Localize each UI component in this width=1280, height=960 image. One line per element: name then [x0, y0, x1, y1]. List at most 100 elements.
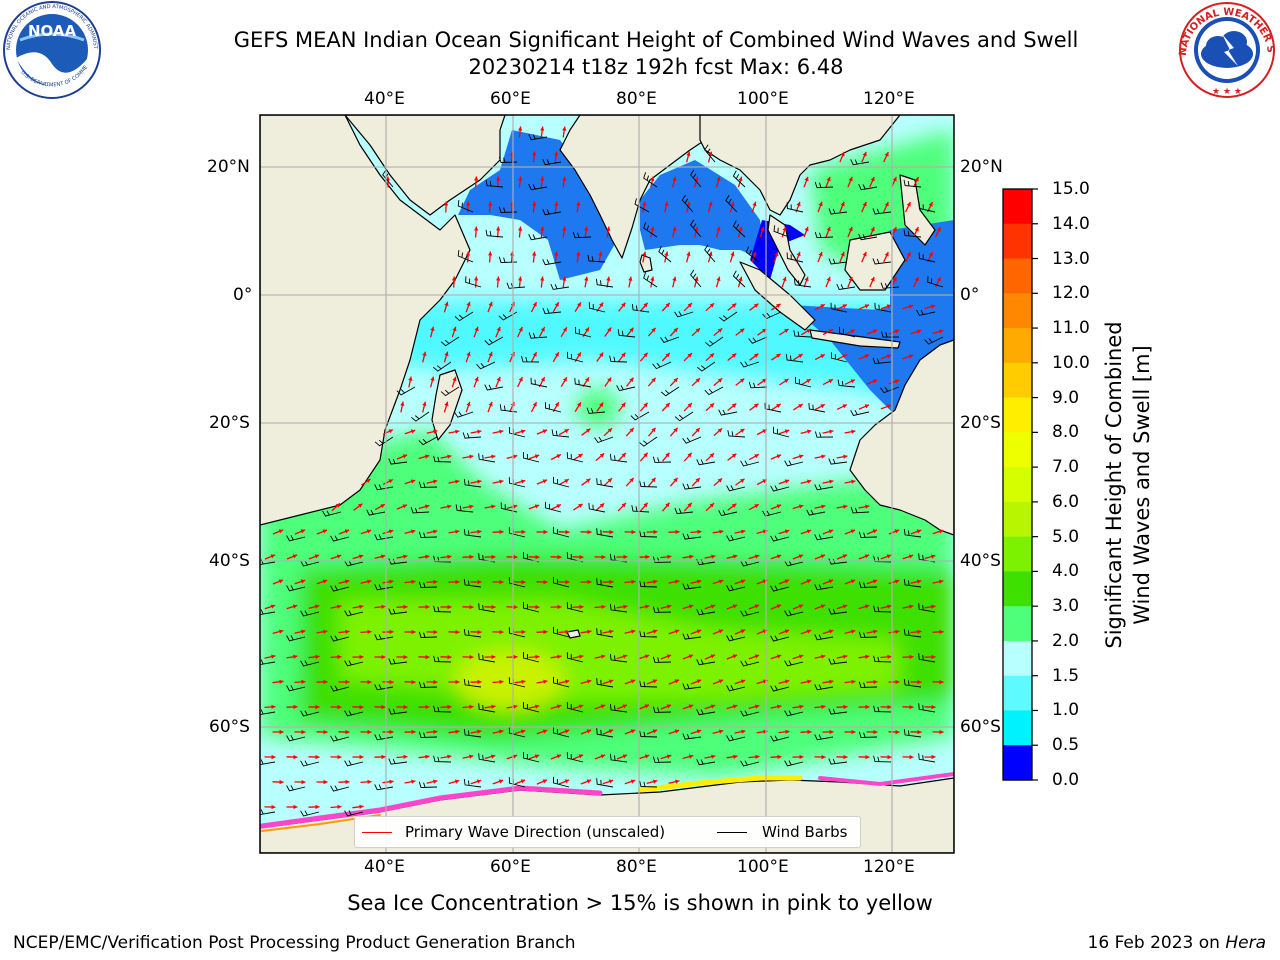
wind-barb	[433, 605, 452, 613]
wave-direction-arrow	[727, 503, 737, 511]
wave-direction-arrow	[264, 554, 276, 560]
wave-direction-arrow	[404, 779, 416, 784]
wave-direction-arrow	[735, 428, 745, 436]
wave-direction-arrow	[624, 579, 636, 584]
wind-barb	[690, 169, 702, 188]
wave-direction-arrow	[418, 454, 430, 460]
wind-barb	[639, 630, 658, 638]
wave-direction-arrow	[294, 679, 306, 684]
wind-barb	[682, 733, 702, 740]
wave-direction-arrow	[669, 327, 679, 337]
wave-direction-arrow	[552, 301, 560, 313]
wave-direction-arrow	[683, 352, 693, 362]
wind-barb	[478, 703, 496, 713]
wave-direction-arrow	[396, 504, 408, 510]
wave-direction-arrow	[880, 404, 892, 410]
wave-direction-arrow	[404, 679, 416, 685]
wind-barb	[567, 351, 584, 363]
lon-tick-bottom-80e: 80°E	[616, 857, 657, 877]
wave-direction-arrow	[691, 327, 701, 337]
wind-barb	[696, 609, 716, 616]
wave-direction-arrow	[624, 679, 636, 685]
footer-host: Hera	[1225, 933, 1266, 953]
wave-direction-arrow	[550, 704, 562, 710]
wind-barb	[609, 653, 628, 663]
wave-direction-arrow	[396, 654, 408, 660]
wave-direction-arrow	[682, 754, 694, 760]
wave-direction-arrow	[492, 629, 504, 635]
wave-direction-arrow	[562, 176, 567, 188]
colorbar	[1003, 188, 1038, 781]
wave-direction-arrow	[858, 404, 870, 410]
wave-direction-arrow	[650, 276, 655, 288]
wave-direction-arrow	[888, 529, 900, 535]
wave-direction-arrow	[506, 604, 518, 610]
wave-direction-arrow	[642, 251, 647, 263]
wind-barb	[880, 282, 900, 289]
wave-direction-arrow	[330, 754, 342, 760]
wave-direction-arrow	[487, 351, 493, 363]
colorbar-tick-label: 14.0	[1052, 213, 1090, 234]
lat-tick-right-20n: 20°N	[960, 157, 1003, 177]
wind-barb	[916, 309, 936, 316]
wave-direction-arrow	[861, 251, 867, 263]
wave-direction-arrow	[352, 554, 364, 560]
wave-direction-arrow	[602, 679, 614, 685]
wave-direction-arrow	[735, 478, 745, 486]
wave-direction-arrow	[704, 754, 716, 759]
wind-barb	[639, 436, 658, 447]
wind-barb	[748, 336, 768, 344]
wave-direction-arrow	[646, 679, 658, 685]
wave-direction-arrow	[506, 704, 518, 709]
wave-direction-arrow	[484, 504, 496, 509]
wave-direction-arrow	[528, 554, 540, 560]
wave-direction-arrow	[540, 176, 545, 188]
wave-direction-arrow	[451, 326, 457, 338]
wave-direction-arrow	[602, 629, 614, 634]
wind-barb	[719, 311, 738, 322]
land-philippines	[899, 174, 936, 246]
wave-direction-arrow	[648, 427, 656, 437]
wind-barb	[374, 634, 394, 641]
wave-direction-arrow	[596, 352, 604, 362]
wave-direction-arrow	[880, 654, 892, 659]
wave-direction-arrow	[572, 604, 584, 610]
wind-barb	[828, 258, 848, 265]
wave-direction-arrow	[822, 729, 834, 735]
wave-direction-arrow	[462, 704, 474, 709]
wave-direction-arrow	[664, 201, 669, 213]
wave-direction-arrow	[880, 704, 892, 710]
wave-direction-arrow	[910, 329, 922, 335]
wind-barb	[374, 484, 394, 491]
wave-direction-arrow	[558, 729, 570, 735]
wind-barb	[478, 603, 496, 613]
wave-direction-arrow	[624, 629, 636, 634]
wind-barb	[785, 353, 804, 363]
wave-direction-arrow	[888, 629, 900, 634]
wave-direction-arrow	[618, 302, 626, 312]
wave-direction-arrow	[448, 679, 460, 685]
wave-direction-arrow	[650, 226, 655, 238]
wind-barb	[433, 705, 452, 713]
wave-direction-arrow	[844, 579, 856, 585]
wave-direction-arrow	[422, 351, 427, 363]
wave-direction-arrow	[861, 151, 867, 163]
land-borneo	[844, 231, 906, 291]
wave-direction-arrow	[902, 354, 914, 360]
wave-direction-arrow	[595, 452, 605, 462]
wave-direction-arrow	[800, 429, 812, 435]
wave-direction-arrow	[712, 529, 724, 534]
wave-direction-arrow	[664, 251, 669, 263]
wave-direction-arrow	[792, 654, 804, 660]
wave-direction-arrow	[514, 779, 526, 785]
wave-direction-arrow	[426, 679, 438, 685]
wind-barb	[740, 660, 760, 667]
wave-direction-arrow	[839, 201, 845, 213]
wave-direction-arrow	[514, 429, 526, 435]
colorbar-tick-label: 9.0	[1052, 387, 1080, 408]
wave-direction-arrow	[518, 176, 523, 188]
wind-barb	[631, 505, 650, 513]
wave-direction-arrow	[470, 529, 482, 534]
wind-barb	[260, 709, 276, 716]
wind-barb	[374, 534, 394, 541]
